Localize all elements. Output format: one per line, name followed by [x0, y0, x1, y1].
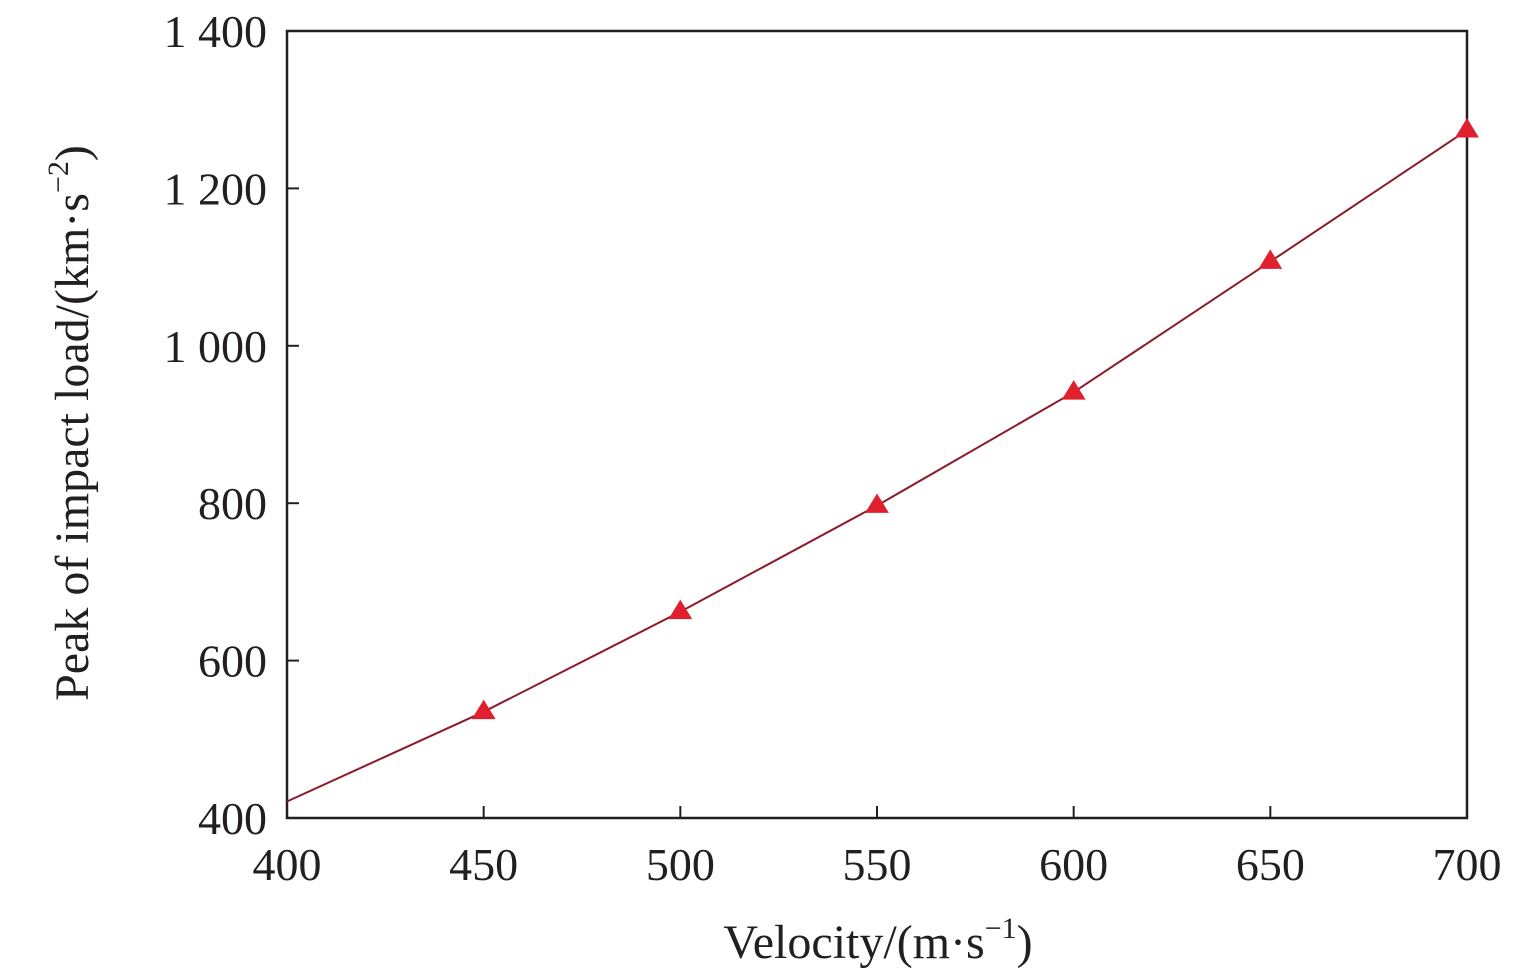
- y-tick-label: 1 000: [164, 321, 268, 372]
- x-tick-label: 700: [1433, 839, 1502, 890]
- data-point-marker: [471, 699, 496, 720]
- series-layer: [286, 118, 1479, 803]
- x-axis-ticks: 400 450 500 550 600 650 700: [253, 806, 1502, 890]
- plot-frame: [285, 29, 1469, 820]
- y-tick-label: 800: [198, 478, 267, 529]
- x-tick-label: 550: [843, 839, 912, 890]
- data-point-marker: [865, 493, 889, 513]
- x-tick-label: 600: [1039, 839, 1108, 890]
- x-tick-label: 650: [1236, 839, 1305, 890]
- y-axis-ticks: 400 600 800 1 000 1 200 1 400: [164, 6, 299, 844]
- y-tick-label: 400: [198, 793, 267, 844]
- y-tick-label: 1 200: [164, 163, 268, 214]
- x-tick-label: 450: [449, 839, 518, 890]
- y-tick-label: 600: [198, 636, 267, 687]
- data-point-marker: [1061, 380, 1086, 400]
- data-point-marker: [1258, 249, 1283, 269]
- x-axis-title: Velocity/(m·s−1): [723, 912, 1032, 969]
- data-point-marker: [668, 599, 693, 620]
- plot-area-border: [285, 29, 1469, 820]
- x-tick-label: 400: [253, 839, 322, 890]
- y-axis-title: Peak of impact load/(km·s−2): [42, 145, 99, 701]
- data-point-marker: [1455, 118, 1479, 138]
- series-line-fit: [286, 129, 1468, 803]
- y-tick-label: 1 400: [164, 6, 268, 57]
- x-tick-label: 500: [646, 839, 715, 890]
